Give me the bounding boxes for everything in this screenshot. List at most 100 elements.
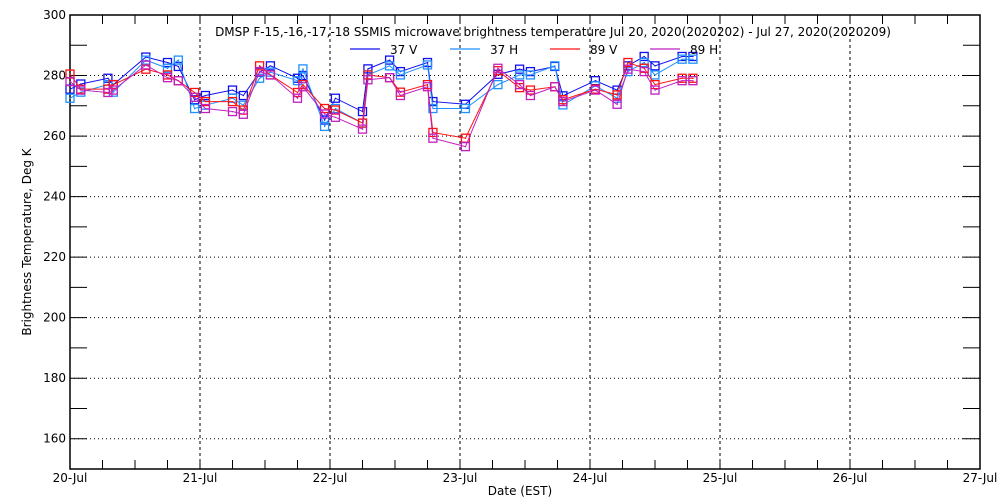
data-point	[650, 70, 660, 80]
data-point-center	[519, 74, 521, 76]
data-point-center	[167, 74, 169, 76]
data-point	[330, 93, 341, 103]
data-point-center	[177, 65, 180, 68]
data-point	[162, 73, 173, 83]
data-point	[514, 64, 525, 74]
data-point-center	[69, 97, 71, 99]
data-point-center	[427, 62, 429, 64]
data-point-center	[643, 67, 645, 69]
data-point-center	[269, 71, 272, 73]
data-point	[265, 61, 276, 71]
x-axis-label: Date (EST)	[488, 484, 552, 498]
data-point	[623, 57, 633, 68]
data-point-center	[324, 119, 326, 121]
x-tick-label: 22-Jul	[313, 471, 348, 485]
data-point-center	[145, 64, 147, 66]
data-point-center	[654, 74, 656, 76]
data-point-center	[302, 75, 304, 77]
data-point	[428, 133, 438, 143]
data-point-center	[269, 65, 272, 67]
data-point	[688, 54, 698, 64]
data-point-center	[529, 95, 532, 97]
data-point-center	[194, 99, 196, 101]
data-point-center	[362, 122, 364, 124]
grid	[70, 15, 980, 469]
data-point-center	[389, 77, 391, 79]
data-point	[493, 79, 503, 90]
data-point	[65, 76, 75, 87]
data-point-center	[302, 86, 304, 88]
data-point-center	[145, 56, 147, 58]
data-point-center	[519, 87, 521, 89]
data-point-center	[654, 65, 656, 67]
data-point-center	[654, 84, 656, 86]
x-tick-label: 26-Jul	[833, 471, 868, 485]
data-point-center	[692, 55, 694, 58]
data-point	[550, 61, 560, 71]
data-point-center	[497, 84, 499, 86]
data-point-center	[334, 116, 337, 119]
data-point	[189, 87, 200, 98]
data-point	[319, 109, 330, 119]
y-tick-label: 300	[43, 8, 66, 22]
data-point-center	[362, 128, 364, 130]
y-tick-label: 220	[43, 250, 66, 264]
data-point-center	[107, 88, 109, 90]
data-point-center	[432, 108, 434, 110]
data-point-center	[242, 104, 245, 106]
data-point-center	[242, 113, 245, 115]
data-point	[227, 106, 238, 117]
data-point	[493, 63, 503, 73]
series-89-h	[65, 60, 698, 152]
data-point	[189, 92, 200, 102]
data-point-center	[324, 113, 326, 115]
series-layer	[65, 51, 698, 152]
data-point-center	[616, 89, 618, 91]
data-point-center	[204, 95, 207, 97]
data-point	[238, 90, 248, 101]
data-point-center	[112, 84, 115, 86]
data-point-center	[334, 97, 337, 99]
data-point-center	[232, 101, 234, 103]
data-point-center	[594, 80, 597, 82]
data-point	[363, 64, 373, 74]
data-point-center	[643, 71, 645, 73]
data-point-center	[269, 74, 272, 76]
series-37-v	[65, 51, 698, 125]
data-point-center	[80, 88, 82, 90]
data-point-center	[334, 109, 337, 111]
chart-title: DMSP F-15,-16,-17,-18 SSMIS microwave br…	[215, 25, 891, 39]
data-point-center	[529, 74, 532, 76]
data-point-center	[259, 71, 261, 73]
data-point-center	[204, 108, 207, 110]
data-point	[514, 79, 525, 90]
data-point-center	[464, 146, 467, 148]
data-point-center	[643, 62, 645, 64]
data-point-center	[167, 62, 169, 64]
data-point-center	[681, 80, 683, 82]
data-point	[173, 76, 183, 86]
y-tick-label: 160	[43, 432, 66, 446]
data-point	[612, 99, 622, 109]
data-point-center	[681, 58, 683, 60]
data-point	[677, 76, 687, 86]
data-point-center	[399, 74, 402, 76]
data-point-center	[427, 86, 429, 88]
data-point-center	[399, 95, 402, 97]
data-point-center	[324, 125, 326, 128]
x-tick-label: 25-Jul	[703, 471, 738, 485]
data-point-center	[367, 79, 369, 81]
data-point-center	[681, 55, 683, 58]
data-point-center	[399, 91, 402, 93]
data-point	[200, 90, 211, 101]
data-point-center	[194, 96, 196, 99]
data-point	[141, 60, 151, 70]
data-point-center	[145, 59, 147, 61]
data-point	[65, 93, 75, 103]
x-tick-label: 24-Jul	[573, 471, 608, 485]
data-point	[395, 90, 406, 101]
data-point-center	[259, 77, 261, 79]
data-point-center	[167, 67, 169, 69]
data-point	[558, 96, 568, 107]
data-point-center	[69, 73, 71, 75]
